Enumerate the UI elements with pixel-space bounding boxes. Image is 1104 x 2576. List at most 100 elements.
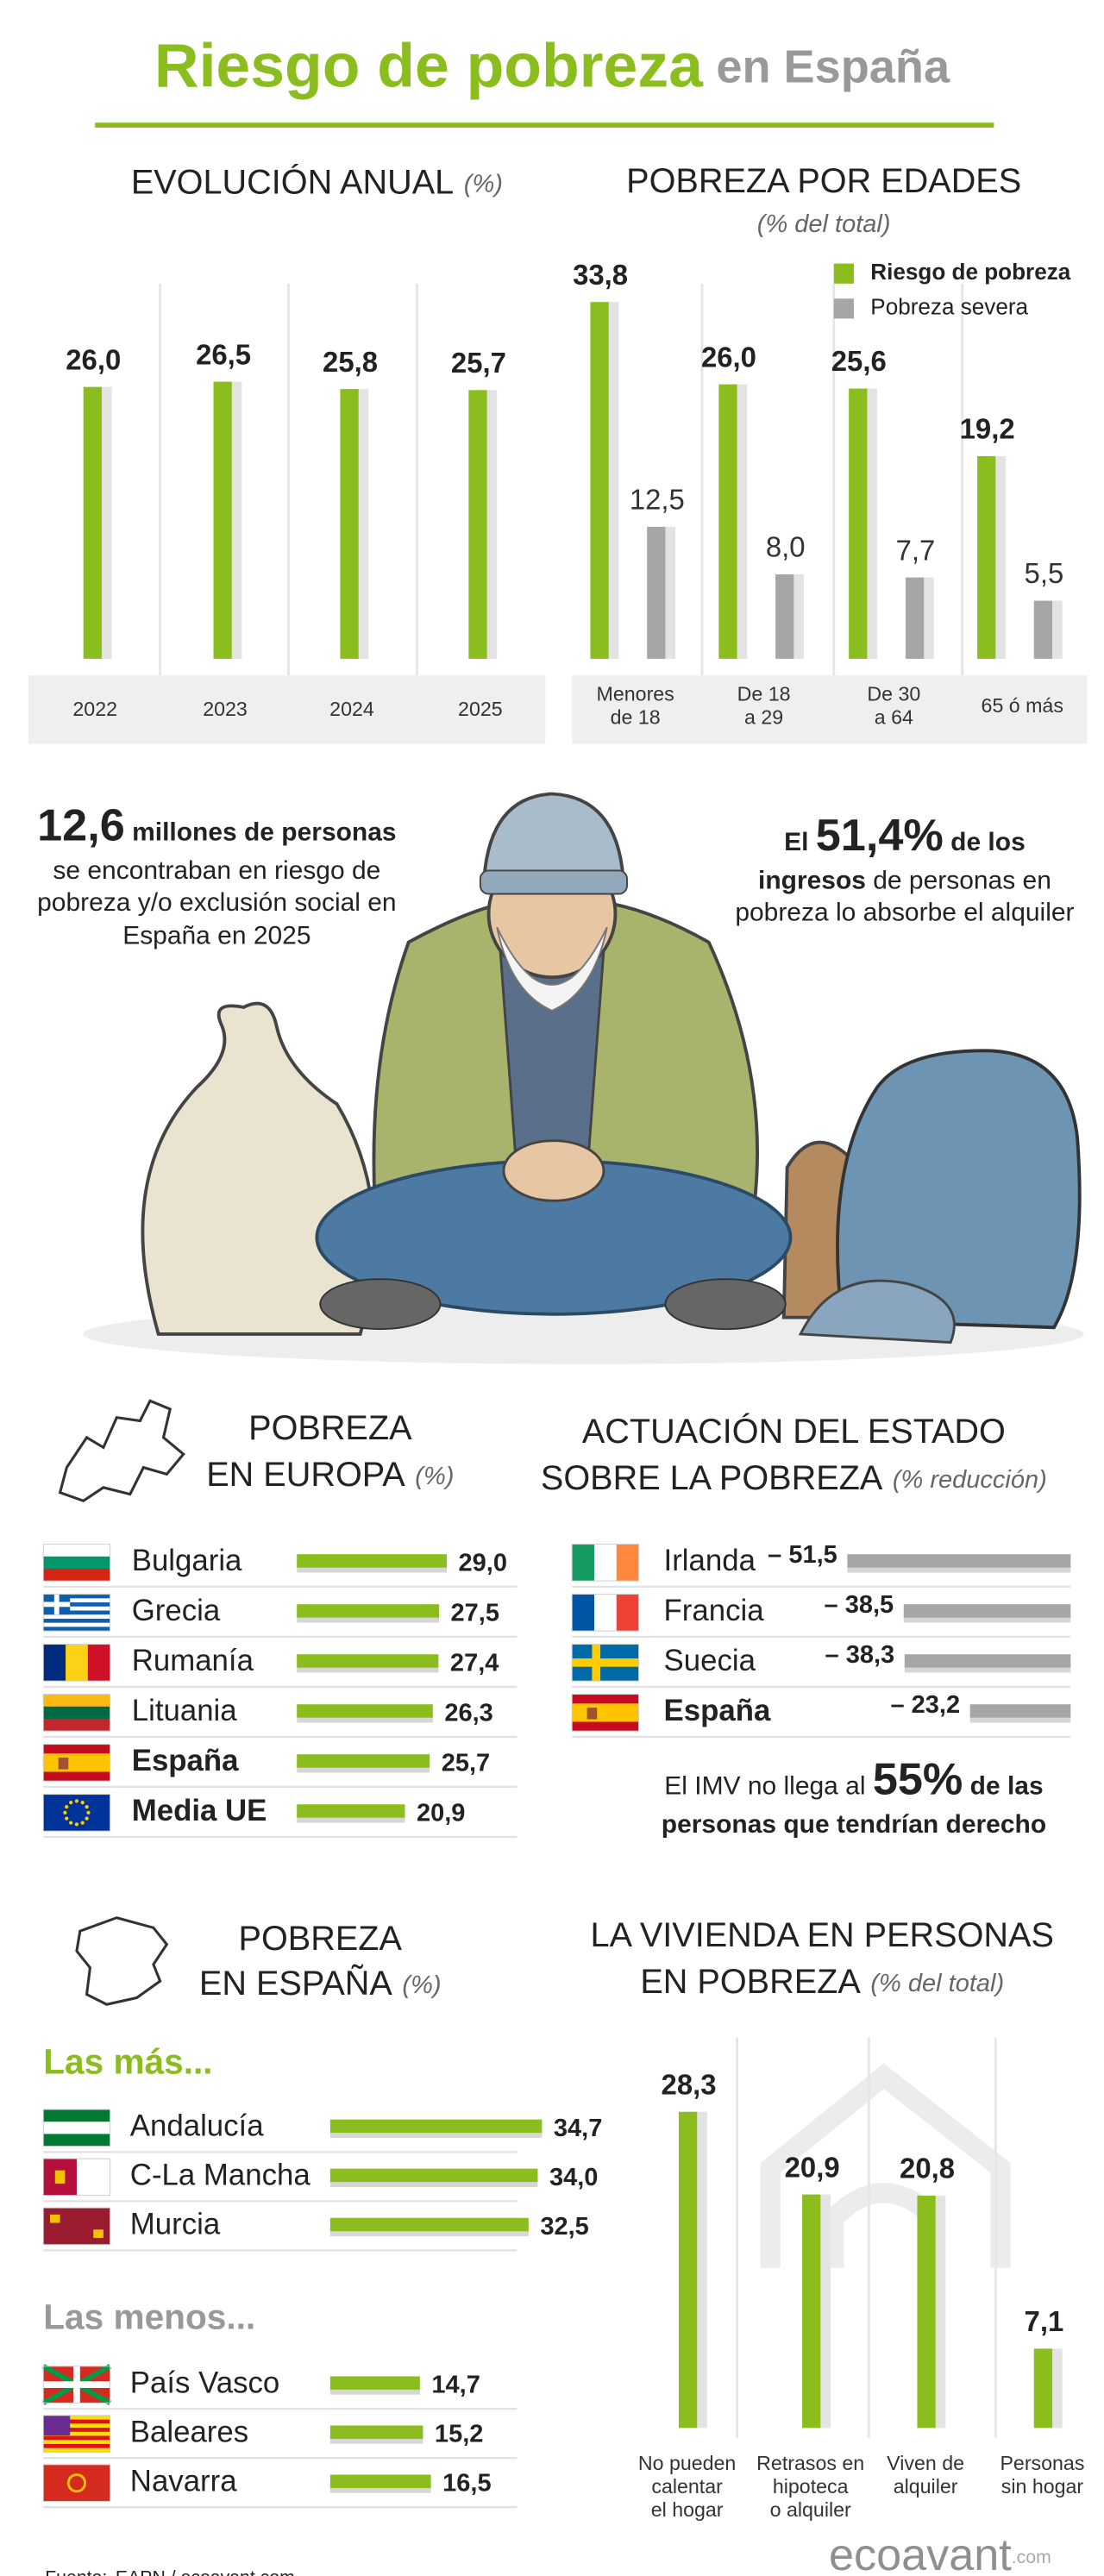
category-label: España (664, 1694, 771, 1727)
category-label: Irlanda (664, 1544, 756, 1577)
highlight-box: 12,6 millones de personas se encontraban… (37, 800, 396, 950)
logo-name: ecoavant (829, 2530, 1012, 2576)
x-tick-label: Personas (1000, 2452, 1084, 2474)
flag (42, 1594, 111, 1632)
flag (42, 2415, 111, 2453)
bar-shadow (297, 1714, 433, 1723)
chart-title-line: POBREZA (248, 1410, 412, 1448)
data-label: 20,8 (900, 2153, 955, 2184)
bar (905, 577, 925, 659)
bar-shadow (297, 1564, 447, 1573)
highlight-part: El IMV no llega al (664, 1772, 873, 1802)
flag-part (43, 2122, 110, 2134)
flag-part (43, 1694, 110, 1708)
bar-shadow (297, 1814, 405, 1823)
flag-part (572, 1544, 595, 1582)
bar (329, 2119, 543, 2134)
flag-part (66, 2473, 87, 2493)
flag (41, 2364, 112, 2405)
beanie-brim (479, 869, 628, 895)
flag-part (593, 1544, 618, 1582)
highlight-box: El 51,4% de los ingresos de personas en … (734, 807, 1076, 931)
data-label: 27,5 (451, 1599, 499, 1626)
x-tick-label: Retrasos en (756, 2452, 864, 2474)
flag-part (43, 2431, 110, 2436)
chart-title-line: POBREZA (239, 1920, 403, 1958)
highlight-part: El (784, 829, 816, 857)
chart-title: SOBRE LA POBREZA (% reducción) (541, 1460, 1047, 1498)
chart-title-line: EN ESPAÑA (199, 1965, 392, 2003)
x-tick-label: de 18 (611, 706, 661, 729)
category-label: Navarra (130, 2464, 237, 2498)
flag-part (43, 2448, 110, 2453)
bar-shadow (329, 2178, 538, 2187)
chart-title: ACTUACIÓN DEL ESTADO (582, 1413, 1006, 1451)
flag-part (616, 1594, 639, 1632)
flag (42, 1644, 111, 1682)
flag-border (42, 2366, 111, 2404)
flag-part (572, 1658, 639, 1667)
chart-unit: (%) (415, 1463, 454, 1490)
flag (571, 1644, 640, 1682)
flag-border (42, 2109, 111, 2147)
bar (329, 2474, 431, 2488)
flag-part (43, 2134, 110, 2147)
chart-title-line: POBREZA POR EDADES (626, 162, 1021, 200)
data-label: 33,8 (573, 259, 628, 291)
bar (83, 386, 102, 659)
highlight: El 51,4% de los ingresos de personas en … (734, 807, 1076, 931)
flag-part (74, 1822, 79, 1827)
chart-title: POBREZA POR EDADES (626, 162, 1021, 200)
highlight-box: El IMV no llega al 55% de las personas q… (654, 1751, 1054, 1841)
blue-bag (836, 1049, 1082, 1330)
bar-shadow (329, 2129, 543, 2138)
logo-suffix: .com (1012, 2547, 1051, 2567)
x-tick-label: 2022 (72, 698, 117, 720)
bar (903, 1604, 1071, 1618)
data-label: 26,3 (444, 1699, 492, 1727)
flag-part (43, 1556, 110, 1570)
flag-part (50, 2214, 60, 2223)
chart-title: EN POBREZA (% del total) (640, 1964, 1004, 2002)
title-main: Riesgo de pobreza (154, 31, 704, 100)
flag-part (43, 1610, 110, 1615)
bar (297, 1704, 433, 1718)
legend-swatch (833, 298, 854, 319)
flag-part (66, 1644, 89, 1682)
flag-part (69, 1821, 73, 1825)
flag-border (42, 1744, 111, 1782)
group-label: Las menos... (43, 2297, 255, 2336)
flag-border (42, 2207, 111, 2246)
flag-border (42, 1794, 111, 1832)
flag-part (616, 1544, 639, 1582)
x-tick-label: calentar (651, 2475, 723, 2498)
chart-unit: (%) (402, 1971, 441, 1999)
flag-part (593, 1594, 618, 1632)
x-tick-label: No pueden (638, 2452, 736, 2474)
source-label: Fuente: (45, 2567, 107, 2576)
shoe (664, 1278, 787, 1331)
data-label: 26,0 (701, 341, 756, 373)
bar (647, 526, 666, 659)
chart-title-line: EN POBREZA (640, 1964, 861, 2002)
flag-part (43, 1602, 110, 1608)
data-label: 25,6 (831, 345, 887, 377)
data-label: 29,0 (459, 1549, 507, 1576)
flag-part (43, 1598, 110, 1603)
group-label: Las más... (43, 2042, 212, 2082)
chart-title: EVOLUCIÓN ANUAL (%) (131, 164, 503, 202)
bar (468, 390, 487, 659)
flag-part (43, 2381, 110, 2388)
category-label: Baleares (130, 2415, 248, 2448)
flag-part (43, 1753, 110, 1772)
data-label: 7,7 (896, 534, 936, 566)
data-label: – 23,2 (890, 1691, 960, 1719)
hands (502, 1139, 605, 1202)
data-label: 8,0 (766, 531, 806, 563)
highlight: El IMV no llega al 55% de las personas q… (654, 1751, 1054, 1841)
highlight-part: 51,4% (815, 810, 944, 861)
chart-unit: (% del total) (870, 1970, 1004, 1997)
bar (329, 2168, 538, 2183)
flag-part (43, 2415, 110, 2420)
